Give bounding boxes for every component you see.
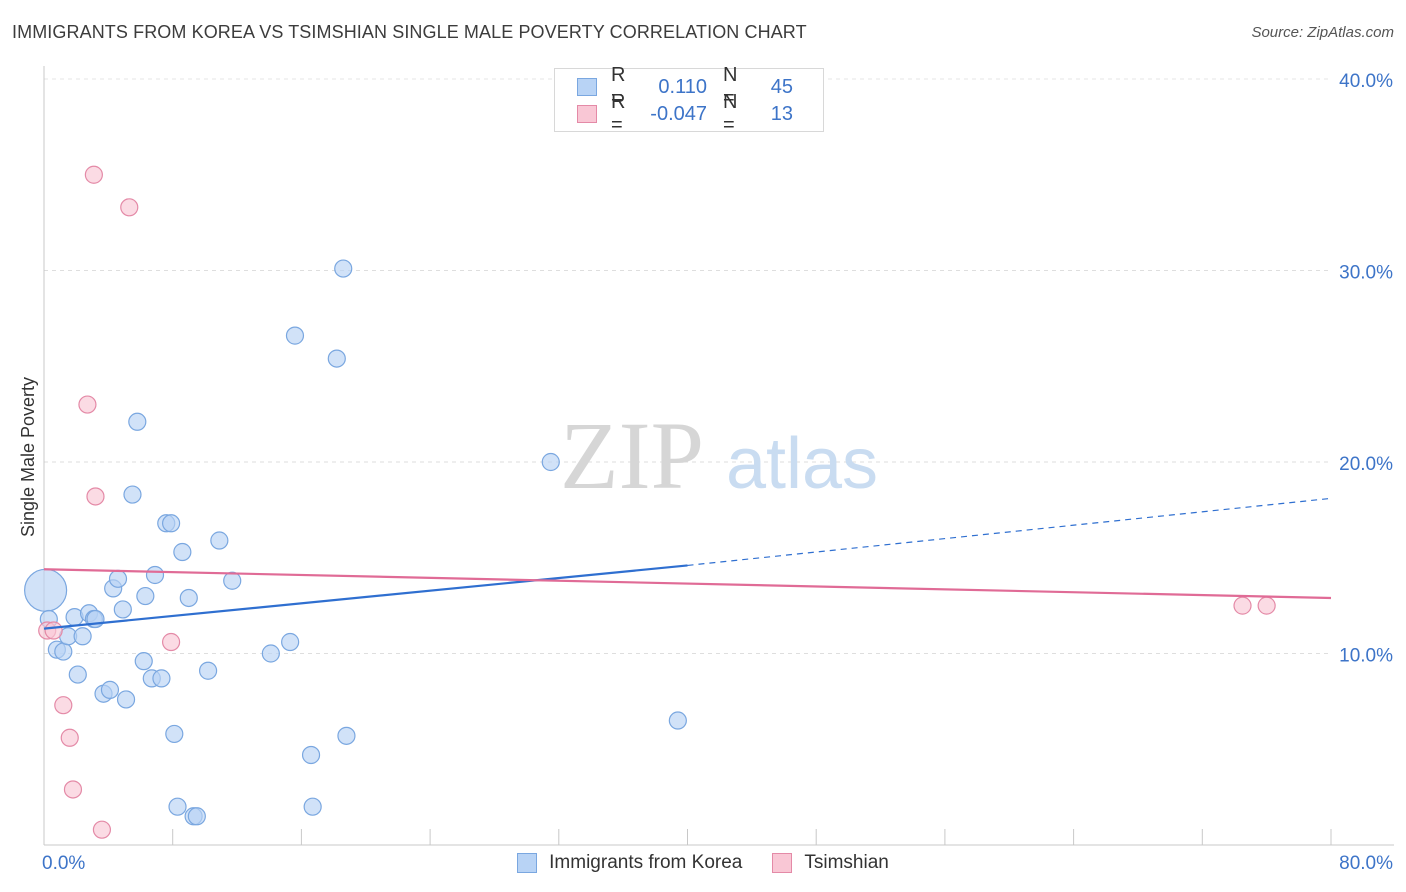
korea-point xyxy=(165,724,184,744)
series-legend-korea[interactable]: Immigrants from Korea xyxy=(517,852,742,874)
korea-point xyxy=(123,485,142,504)
series-legend-label: Immigrants from Korea xyxy=(549,852,743,873)
stats-legend: R = 0.110 N = 45 R = -0.047 N = 13 xyxy=(554,64,824,136)
korea-point xyxy=(187,807,206,826)
legend-r-value: -0.047 xyxy=(650,102,707,125)
legend-n-label: N = xyxy=(723,64,738,109)
korea-point xyxy=(223,571,242,590)
korea-point xyxy=(136,586,155,606)
tsimshian-point xyxy=(84,165,103,184)
y-tick-label: 30.0% xyxy=(1339,263,1393,284)
korea-point xyxy=(541,452,560,472)
korea-trend-extension xyxy=(687,497,1332,567)
korea-point xyxy=(303,797,322,816)
korea-trend-line xyxy=(43,564,688,630)
korea-point xyxy=(281,632,300,652)
tsimshian-point xyxy=(86,487,105,506)
x-tick-label: 0.0% xyxy=(42,853,85,874)
korea-point xyxy=(261,644,280,663)
korea-point xyxy=(179,588,198,608)
axes xyxy=(43,66,1394,846)
korea-point xyxy=(173,542,192,562)
korea-point xyxy=(327,349,346,368)
korea-point xyxy=(334,259,353,278)
korea-point xyxy=(116,690,136,709)
korea-point xyxy=(198,661,218,680)
tick-labels: 10.0% 20.0% 30.0% 40.0% 0.0% 80.0% xyxy=(42,71,1393,874)
watermark-atlas: atlas xyxy=(726,424,878,504)
korea-point xyxy=(100,680,120,699)
tsimshian-point xyxy=(60,728,79,747)
korea-point xyxy=(210,531,229,550)
series-swatch-korea xyxy=(517,853,538,873)
tsimshian-point xyxy=(92,820,112,839)
korea-point xyxy=(152,669,171,688)
data-points xyxy=(24,165,1276,839)
legend-r-label: R = xyxy=(611,91,626,136)
y-tick-label: 20.0% xyxy=(1339,454,1393,475)
legend-r-label: R = xyxy=(611,64,626,109)
series-swatch-tsimshian xyxy=(772,853,793,873)
tsimshian-point xyxy=(161,632,181,652)
tsimshian-trend-line xyxy=(43,568,1332,600)
tsimshian-point xyxy=(44,621,63,640)
korea-point xyxy=(668,711,687,730)
korea-point xyxy=(168,797,187,816)
series-legend-tsimshian[interactable]: Tsimshian xyxy=(772,852,889,874)
legend-n-value: 13 xyxy=(770,102,793,125)
legend-n-value: 45 xyxy=(770,75,793,98)
y-tick-label: 10.0% xyxy=(1339,646,1393,667)
legend-swatch-tsimshian xyxy=(577,105,597,123)
grid-lines xyxy=(44,78,1331,654)
korea-point xyxy=(108,569,128,588)
korea-point xyxy=(68,665,87,684)
korea-point xyxy=(113,600,132,619)
tsimshian-point xyxy=(1233,596,1252,615)
korea-point xyxy=(134,652,153,671)
chart-title: IMMIGRANTS FROM KOREA VS TSIMSHIAN SINGL… xyxy=(12,22,807,42)
tsimshian-point xyxy=(78,395,97,414)
y-tick-label: 40.0% xyxy=(1339,71,1393,92)
watermark: ZIP atlas xyxy=(560,402,878,509)
korea-point xyxy=(301,745,321,765)
korea-point xyxy=(73,627,92,646)
korea-point xyxy=(285,326,305,345)
series-legend: Immigrants from Korea Tsimshian xyxy=(0,852,1406,874)
tsimshian-point xyxy=(1257,596,1276,615)
y-axis-label: Single Male Poverty xyxy=(18,377,38,537)
legend-r-value: 0.110 xyxy=(658,75,707,98)
watermark-zip: ZIP xyxy=(560,402,704,509)
korea-point xyxy=(161,514,181,533)
series-legend-label: Tsimshian xyxy=(804,852,889,873)
legend-row-korea: R = 0.110 N = 45 xyxy=(577,64,793,109)
tsimshian-point xyxy=(120,198,139,217)
x-tick-label: 80.0% xyxy=(1339,853,1393,874)
source-label: Source: ZipAtlas.com xyxy=(1251,24,1394,41)
tsimshian-point xyxy=(54,696,73,715)
korea-point xyxy=(337,726,356,745)
legend-row-tsimshian: R = -0.047 N = 13 xyxy=(577,91,793,136)
korea-point xyxy=(145,565,165,585)
korea-point xyxy=(128,412,147,431)
legend-swatch-korea xyxy=(577,78,597,96)
korea-point xyxy=(54,642,73,661)
korea-point xyxy=(24,568,68,612)
tsimshian-point xyxy=(63,780,83,799)
trend-lines xyxy=(43,497,1332,630)
legend-n-label: N = xyxy=(723,91,738,136)
